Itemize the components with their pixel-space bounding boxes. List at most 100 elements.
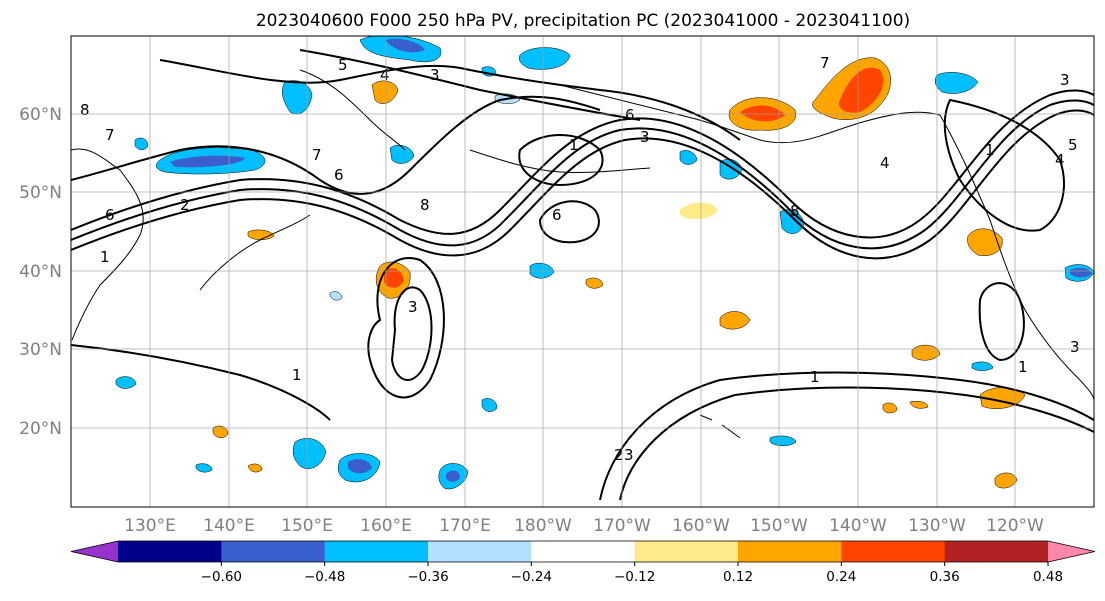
pv-contour-label: 1: [292, 366, 302, 384]
colorbar-extend-max: [1048, 541, 1095, 562]
pv-contour-15: [943, 98, 1065, 232]
precip-patch-positive: [882, 402, 898, 414]
precip-patch-positive: [384, 268, 404, 288]
pv-contour-12: [619, 386, 1094, 501]
pv-contour-10: [518, 134, 604, 187]
graticule: [71, 36, 1094, 507]
lon-tick-label: 140°E: [203, 516, 255, 536]
lat-tick-labels: 60°N 50°N 40°N 30°N 20°N: [19, 105, 62, 439]
precip-patch-positive: [967, 228, 1003, 256]
precip-patch-negative: [389, 145, 415, 164]
pv-contour-13: [71, 344, 331, 421]
colorbar-tick-label: −0.12: [614, 569, 655, 585]
pv-contour-label: 7: [820, 54, 830, 72]
precip-patch-positive: [247, 463, 263, 473]
pv-contour-label: 1: [810, 368, 820, 386]
precip-patch-negative: [481, 398, 498, 412]
pv-contour-8: [390, 286, 433, 382]
lon-tick-label: 170°E: [439, 516, 491, 536]
pv-contour-label: 1: [569, 136, 579, 154]
precip-patch-negative: [1070, 267, 1092, 278]
pv-contour-label: 3: [1070, 338, 1080, 356]
lon-tick-label: 130°W: [908, 516, 966, 536]
pv-contour-label: 3: [408, 298, 418, 316]
lat-tick-label: 30°N: [19, 340, 62, 360]
precip-patch-negative: [971, 361, 994, 371]
colorbar-tick-label: 0.36: [930, 569, 960, 585]
colorbar-tick-label: −0.60: [201, 569, 242, 585]
colorbar-bin: [944, 541, 1049, 562]
lon-tick-label: 180°W: [514, 516, 572, 536]
map-frame: [70, 35, 1095, 508]
precip-patch-negative: [679, 150, 698, 165]
lat-tick-label: 60°N: [19, 105, 62, 125]
map-panel: 5 4 3 8 7 6 3 7 6 8 6 7 4 1 3 1 2 1 4 5: [70, 35, 1095, 508]
precip-shading: [115, 36, 1094, 490]
precip-patch-positive: [212, 425, 229, 438]
lon-tick-label: 140°W: [829, 516, 887, 536]
colorbar-tick-label: 0.24: [826, 569, 856, 585]
coastlines: [71, 69, 1094, 439]
pv-contour-label: 1: [100, 248, 110, 266]
colorbar-tick-label: 0.12: [723, 569, 753, 585]
coastline-na-west: [939, 114, 1094, 401]
precip-patch-positive: [839, 67, 884, 113]
pv-contour-label: 5: [338, 56, 348, 74]
precip-patch-negative: [385, 38, 425, 53]
pv-contour-11: [599, 371, 1094, 501]
pv-contour-label: 4: [880, 154, 890, 172]
coastline-alaska: [559, 84, 941, 144]
coastline-aleutians: [469, 149, 651, 174]
pv-contour-label: 1: [1018, 358, 1028, 376]
pv-contour-label: 4: [380, 66, 390, 84]
lon-tick-label: 130°E: [124, 516, 176, 536]
pv-contour-label: 8: [80, 101, 90, 119]
precip-patch-negative: [292, 438, 327, 469]
precip-patch-positive: [909, 400, 929, 409]
lon-tick-label: 160°W: [672, 516, 730, 536]
precip-patch-positive: [585, 277, 604, 289]
colorbar-tick-label: 0.48: [1033, 569, 1063, 585]
precip-patch-negative: [519, 47, 571, 70]
pv-contour-7: [367, 257, 445, 399]
colorbar-bin: [634, 541, 739, 562]
map-title: 2023040600 F000 250 hPa PV, precipitatio…: [256, 11, 910, 31]
precip-patch-positive: [740, 105, 785, 122]
lon-tick-label: 170°W: [593, 516, 651, 536]
lon-tick-label: 120°W: [986, 516, 1044, 536]
lat-tick-label: 50°N: [19, 183, 62, 203]
precip-patch-positive: [680, 202, 718, 220]
pv-contour-6: [299, 49, 641, 121]
pv-contour-label: 6: [625, 106, 635, 124]
pv-contour-9: [538, 200, 600, 244]
pv-contour-14: [978, 282, 1025, 362]
lat-tick-label: 40°N: [19, 262, 62, 282]
pv-contour-2: [71, 99, 1094, 250]
pv-contour-label: 3: [624, 446, 634, 464]
precip-patch-negative: [195, 463, 213, 473]
colorbar-bin: [221, 541, 326, 562]
colorbar-tick-label: −0.24: [511, 569, 552, 585]
lon-tick-label: 150°E: [281, 516, 333, 536]
pv-contour-label: 3: [640, 128, 650, 146]
map-background: [71, 36, 1094, 507]
pv-contour-label: 7: [312, 146, 322, 164]
pv-contour-label: 3: [1060, 71, 1070, 89]
pv-contour-5: [159, 59, 741, 141]
coastline-kamchatka: [299, 69, 406, 151]
pv-contour-label: 6: [334, 166, 344, 184]
pv-contour-label: 6: [552, 206, 562, 224]
colorbar-bin: [324, 541, 429, 562]
precip-patch-negative: [934, 72, 979, 94]
lat-tick-label: 20°N: [19, 419, 62, 439]
pv-contour-4: [71, 95, 601, 195]
precip-patch-negative: [134, 137, 149, 150]
precip-patch-negative: [115, 376, 137, 389]
pv-contour-label: 8: [790, 202, 800, 220]
colorbar-tick-label: −0.48: [304, 569, 345, 585]
coastline-asia: [71, 148, 144, 341]
lon-tick-labels: 130°E 140°E 150°E 160°E 170°E 180°W 170°…: [124, 516, 1044, 536]
pv-contour-1: [71, 89, 1094, 239]
pv-contour-labels: 5 4 3 8 7 6 3 7 6 8 6 7 4 1 3 1 2 1 4 5: [80, 54, 1080, 464]
colorbar-bin: [118, 541, 222, 562]
